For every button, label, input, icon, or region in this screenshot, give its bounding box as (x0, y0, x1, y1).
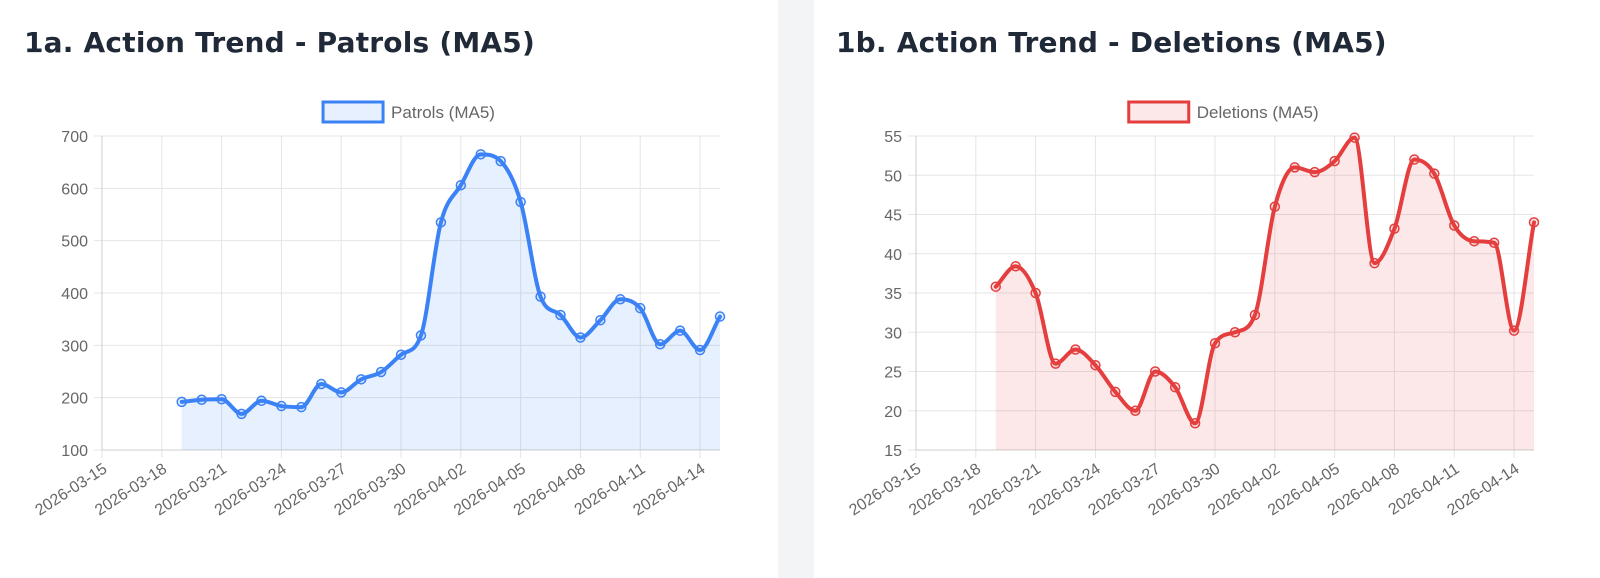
deletions-chart-card: 1b. Action Trend - Deletions (MA5) 15 20 2… (814, 0, 1600, 578)
data-point (555, 309, 566, 321)
data-point (714, 311, 726, 322)
data-point (1409, 154, 1420, 165)
y-tick-label: 35 (884, 286, 902, 303)
legend: Patrols (MA5) (321, 100, 495, 124)
gridlines (94, 135, 720, 458)
data-point (1289, 162, 1301, 173)
data-point (296, 401, 307, 413)
data-point (316, 378, 327, 390)
data-point (1488, 237, 1500, 249)
data-point (1369, 257, 1380, 269)
data-point (615, 294, 626, 305)
data-point (575, 332, 586, 343)
legend-label: Deletions (MA5) (1197, 103, 1319, 122)
data-point (216, 393, 227, 405)
deletions-chart-title: 1b. Action Trend - Deletions (MA5) (836, 26, 1387, 59)
y-tick-label: 400 (61, 286, 88, 303)
data-point (1329, 155, 1340, 167)
data-point (1309, 166, 1320, 178)
data-point (1010, 261, 1021, 272)
data-point (990, 281, 1001, 292)
series-line (179, 152, 722, 416)
y-tick-label: 300 (61, 338, 88, 355)
data-point (535, 291, 546, 302)
data-point (1070, 344, 1081, 355)
data-point (435, 217, 447, 228)
y-tick-label: 15 (884, 443, 902, 460)
data-point (1090, 359, 1101, 371)
data-point (495, 155, 506, 167)
data-point (1528, 217, 1540, 228)
data-point (1429, 168, 1440, 179)
y-tick-label: 600 (61, 181, 88, 198)
data-point (475, 149, 487, 160)
y-tick-label: 30 (884, 325, 902, 342)
y-tick-label: 500 (61, 234, 88, 251)
data-point (196, 394, 207, 406)
data-point (674, 325, 686, 336)
patrols-line-chart: 100 200 300 400 500 600 700 2026-03-152026-03-1… (32, 100, 726, 519)
data-point (1269, 201, 1281, 212)
data-point (1149, 366, 1161, 377)
x-tick-labels: 2026-03-152026-03-182026-03-212026-03-24… (846, 460, 1522, 519)
data-point (1449, 220, 1460, 231)
data-point (256, 395, 267, 407)
y-tick-labels: 15 20 25 30 35 40 45 50 55 (884, 129, 902, 460)
data-point (1468, 235, 1480, 247)
patrols-chart-title: 1a. Action Trend - Patrols (MA5) (24, 26, 535, 59)
data-point (654, 339, 666, 350)
data-point (1389, 223, 1400, 234)
y-tick-label: 40 (884, 247, 902, 264)
y-tick-label: 100 (61, 443, 88, 460)
legend-swatch (1127, 100, 1191, 124)
data-point (355, 374, 367, 385)
data-point (335, 387, 347, 398)
data-point (1130, 405, 1141, 416)
y-tick-label: 25 (884, 365, 902, 382)
y-tick-label: 50 (884, 168, 902, 185)
data-point (375, 366, 387, 378)
data-point (1508, 325, 1520, 336)
y-tick-label: 55 (884, 129, 902, 146)
data-point (176, 396, 187, 408)
data-point (395, 349, 407, 361)
data-points (176, 149, 726, 420)
data-point (1249, 309, 1261, 321)
series-area-fill (995, 137, 1534, 450)
data-point (1169, 381, 1181, 393)
data-point (595, 314, 606, 326)
y-tick-label: 200 (61, 391, 88, 408)
y-tick-labels: 100 200 300 400 500 600 700 (61, 129, 88, 460)
legend-label: Patrols (MA5) (391, 103, 495, 122)
y-tick-label: 45 (884, 208, 902, 225)
patrols-chart-card: 1a. Action Trend - Patrols (MA5) 100 200 3… (0, 0, 778, 578)
data-point (1030, 287, 1041, 299)
data-point (1050, 358, 1061, 369)
data-point (515, 196, 526, 208)
data-point (1110, 386, 1121, 398)
data-points (990, 132, 1540, 429)
x-tick-labels: 2026-03-152026-03-182026-03-212026-03-24… (32, 460, 708, 519)
deletions-line-chart: 15 20 25 30 35 40 45 50 55 2026-03-152026-03-1820… (846, 100, 1540, 519)
data-point (236, 408, 247, 420)
data-point (1189, 418, 1201, 429)
data-point (635, 302, 646, 314)
data-point (1209, 337, 1221, 349)
series-area-fill (181, 154, 721, 450)
y-tick-label: 20 (884, 404, 902, 421)
legend: Deletions (MA5) (1127, 100, 1319, 124)
data-point (276, 400, 287, 412)
y-tick-label: 700 (61, 129, 88, 146)
data-point (694, 344, 706, 356)
legend-swatch (321, 100, 385, 124)
data-point (1349, 132, 1360, 143)
data-point (455, 179, 467, 191)
data-point (1229, 327, 1241, 338)
data-point (415, 330, 427, 341)
